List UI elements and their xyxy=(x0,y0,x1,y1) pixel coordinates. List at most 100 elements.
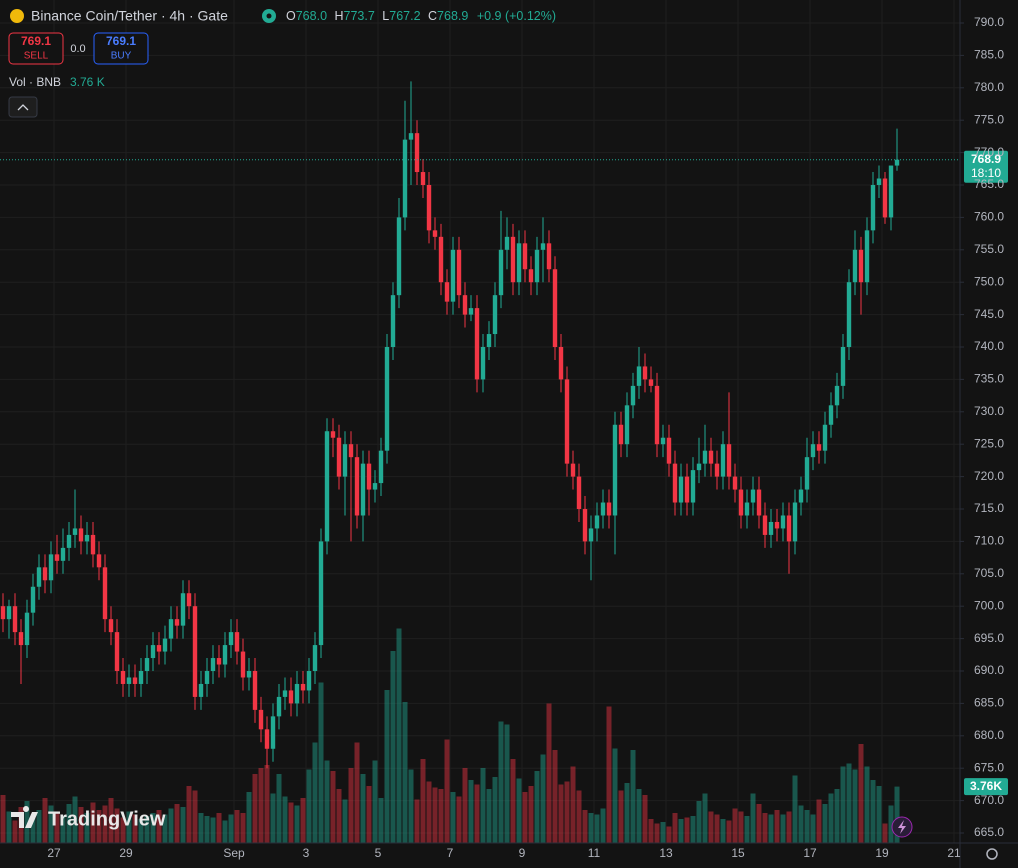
candle-body xyxy=(558,347,564,380)
volume-bar xyxy=(678,819,684,843)
candle-body xyxy=(264,729,270,749)
volume-bar xyxy=(798,805,804,843)
candle-body xyxy=(324,431,330,542)
volume-bar xyxy=(852,769,858,843)
volume-title: Vol · BNB xyxy=(9,75,61,89)
y-tick-label: 730.0 xyxy=(974,404,1004,418)
volume-bar xyxy=(210,817,216,843)
volume-bar xyxy=(204,816,210,843)
candle-body xyxy=(588,528,594,542)
volume-bar xyxy=(690,816,696,843)
candle-body xyxy=(120,671,126,684)
candle-body xyxy=(360,463,366,516)
settings-button[interactable] xyxy=(986,848,998,860)
volume-bar xyxy=(666,826,672,843)
candle-body xyxy=(564,379,570,464)
candle-body xyxy=(804,457,810,490)
volume-bar xyxy=(384,690,390,843)
candle-body xyxy=(690,470,696,503)
candle-body xyxy=(36,567,42,587)
candle-body xyxy=(480,347,486,380)
volume-bar xyxy=(150,813,156,843)
volume-bar xyxy=(528,786,534,843)
candle-body xyxy=(114,632,120,671)
volume-bar xyxy=(774,810,780,843)
candle-body xyxy=(516,243,522,283)
legend-value: 773.7 xyxy=(344,9,375,23)
candle-body xyxy=(102,567,108,620)
volume-bar xyxy=(492,777,498,843)
candle-body xyxy=(510,236,516,283)
volume-bar xyxy=(696,801,702,843)
volume-layer xyxy=(0,628,900,843)
volume-bar xyxy=(36,810,42,843)
volume-bar xyxy=(864,766,870,843)
x-tick-label: 29 xyxy=(119,846,133,860)
candle-body xyxy=(768,521,774,535)
candle-body xyxy=(594,515,600,529)
candle-body xyxy=(726,444,732,477)
candle-body xyxy=(132,677,138,684)
candle-body xyxy=(282,690,288,697)
volume-bar xyxy=(414,799,420,843)
y-tick-label: 705.0 xyxy=(974,566,1004,580)
volume-bar xyxy=(114,808,120,843)
volume-bar xyxy=(240,813,246,843)
volume-bar xyxy=(102,805,108,843)
volume-bar xyxy=(732,808,738,843)
ohlc-legend: O768.0 H773.7 L767.2 C768.9 +0.9 (+0.12%… xyxy=(286,9,556,23)
x-tick-label: 27 xyxy=(47,846,61,860)
buy-button[interactable] xyxy=(93,32,149,65)
volume-bar xyxy=(702,793,708,843)
candle-layer xyxy=(0,81,900,769)
volume-bar xyxy=(522,792,528,843)
volume-bar xyxy=(288,802,294,843)
y-tick-label: 665.0 xyxy=(974,825,1004,839)
volume-bar xyxy=(810,814,816,843)
volume-bar xyxy=(498,721,504,843)
volume-bar xyxy=(294,805,300,843)
candle-body xyxy=(66,534,72,548)
volume-bar xyxy=(474,784,480,843)
candle-body xyxy=(678,476,684,503)
volume-bar xyxy=(228,814,234,843)
y-tick-label: 760.0 xyxy=(974,210,1004,224)
volume-bar xyxy=(450,792,456,843)
candle-body xyxy=(150,645,156,659)
volume-bar xyxy=(756,804,762,843)
candle-body xyxy=(846,282,852,347)
volume-bar xyxy=(66,804,72,843)
candle-body xyxy=(6,606,12,620)
candle-body xyxy=(720,444,726,477)
candle-body xyxy=(816,444,822,451)
candle-body xyxy=(660,437,666,445)
volume-bar xyxy=(708,811,714,843)
volume-bar xyxy=(780,814,786,843)
volume-bar xyxy=(138,819,144,843)
candle-body xyxy=(90,534,96,555)
volume-bar xyxy=(804,810,810,843)
volume-bar xyxy=(216,813,222,843)
y-tick-label: 695.0 xyxy=(974,631,1004,645)
sell-price: 769.1 xyxy=(21,34,51,48)
candle-body xyxy=(618,424,624,445)
candle-body xyxy=(336,437,342,477)
candle-body xyxy=(744,502,750,516)
volume-axis-label: 3.76K xyxy=(970,779,1002,793)
candle-body xyxy=(444,282,450,302)
volume-bar xyxy=(96,810,102,843)
brand-name: TradingView xyxy=(48,808,166,830)
flash-icon xyxy=(898,820,906,834)
collapse-button[interactable] xyxy=(8,96,38,118)
volume-bar xyxy=(246,792,252,843)
candle-body xyxy=(348,444,354,458)
volume-bar xyxy=(84,813,90,843)
volume-bar xyxy=(546,703,552,843)
candle-body xyxy=(384,347,390,451)
volume-bar xyxy=(600,808,606,843)
sell-button[interactable] xyxy=(8,32,64,65)
x-tick-label: 13 xyxy=(659,846,673,860)
volume-bar xyxy=(282,796,288,843)
y-tick-label: 750.0 xyxy=(974,274,1004,288)
